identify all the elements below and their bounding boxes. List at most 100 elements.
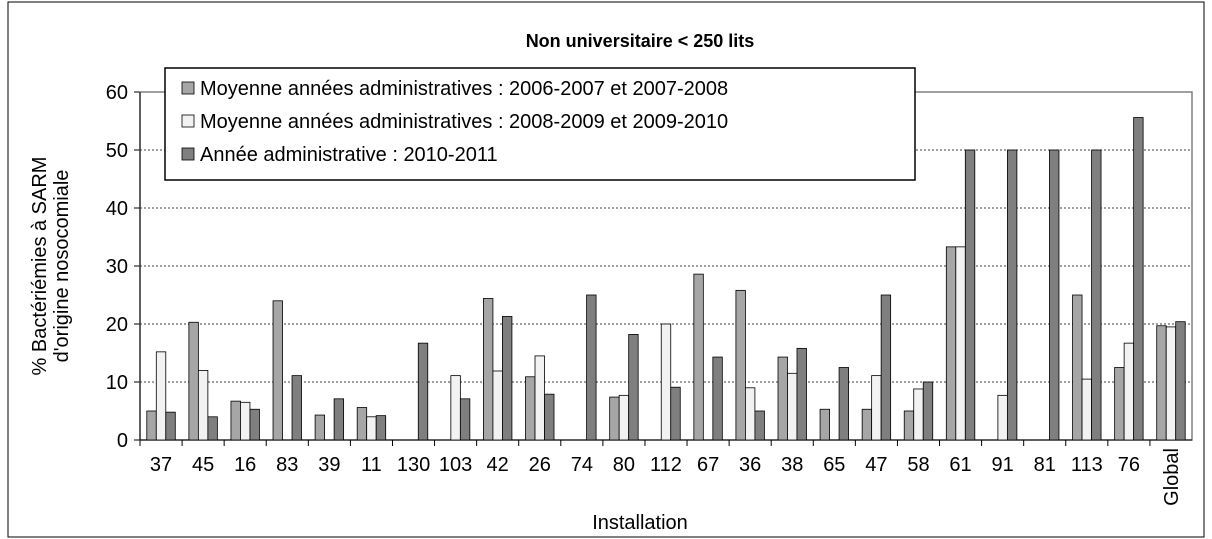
bar xyxy=(1133,117,1144,441)
bar xyxy=(670,386,681,441)
y-tick-label: 60 xyxy=(106,82,128,104)
legend-label: Année administrative : 2010-2011 xyxy=(200,144,498,166)
bar xyxy=(544,393,555,441)
x-tick-label: 39 xyxy=(318,454,340,476)
bar xyxy=(492,370,503,441)
x-tick-label: 37 xyxy=(150,454,172,476)
x-tick-label: 45 xyxy=(192,454,214,476)
bar xyxy=(197,369,209,441)
x-tick-label: 11 xyxy=(361,454,382,476)
x-tick-label: 42 xyxy=(487,454,509,476)
bar xyxy=(1114,367,1125,441)
bar xyxy=(375,415,387,441)
bar xyxy=(534,355,545,441)
x-tick-label: 16 xyxy=(234,454,256,476)
bar xyxy=(745,387,756,441)
x-tick-label: 83 xyxy=(276,454,298,476)
bar xyxy=(417,342,429,441)
bar xyxy=(871,375,882,441)
bar xyxy=(861,408,873,441)
legend-swatch xyxy=(181,147,195,161)
x-tick-label: 47 xyxy=(865,454,887,476)
bar xyxy=(796,347,807,441)
bar xyxy=(609,396,620,441)
bar xyxy=(502,316,513,441)
bar xyxy=(314,414,326,441)
bar xyxy=(1156,325,1167,441)
x-tick-label: 112 xyxy=(650,454,682,476)
y-tick-label: 0 xyxy=(117,430,128,452)
x-tick-label: 61 xyxy=(949,454,971,476)
x-tick-label: 103 xyxy=(439,454,472,476)
x-tick-label: 26 xyxy=(529,454,551,476)
y-axis-label-line: % Bactériémies à SARM xyxy=(29,157,51,376)
bar xyxy=(628,334,639,441)
x-tick-label: 36 xyxy=(739,454,761,476)
bar xyxy=(272,300,283,441)
bar xyxy=(660,323,672,441)
bar xyxy=(787,372,798,441)
bar xyxy=(1006,149,1018,441)
bar xyxy=(525,376,536,441)
y-tick-label: 40 xyxy=(106,198,128,220)
bar xyxy=(1175,321,1186,441)
bar xyxy=(459,398,471,441)
legend-swatch xyxy=(181,114,195,128)
bar xyxy=(586,294,597,441)
chart-title: Non universitaire < 250 lits xyxy=(526,31,755,51)
bar xyxy=(146,410,157,441)
bar xyxy=(693,273,704,441)
bar xyxy=(1165,326,1177,441)
bar xyxy=(838,367,849,441)
bar xyxy=(712,356,723,441)
bar xyxy=(230,400,241,441)
y-axis-label: % Bactériémies à SARM d'origine nosocomi… xyxy=(29,157,73,376)
legend-box xyxy=(164,67,916,181)
bar xyxy=(964,149,976,441)
bar xyxy=(291,375,302,441)
y-tick-label: 20 xyxy=(106,314,128,336)
x-tick-label: 80 xyxy=(613,454,635,476)
bar xyxy=(754,410,765,441)
bar xyxy=(1081,378,1092,441)
bar xyxy=(922,381,934,441)
bar xyxy=(735,289,746,441)
bar xyxy=(618,394,630,441)
bar xyxy=(955,246,966,441)
y-tick-label: 30 xyxy=(106,256,128,278)
y-tick-label: 50 xyxy=(106,140,128,162)
bar xyxy=(1091,149,1102,441)
bar xyxy=(1072,294,1083,441)
bar xyxy=(366,416,377,441)
bar xyxy=(1049,149,1060,441)
bar xyxy=(819,408,830,441)
bar xyxy=(155,351,167,441)
x-tick-label: 38 xyxy=(781,454,803,476)
bar xyxy=(240,401,251,441)
x-tick-label: 91 xyxy=(992,454,1014,476)
y-tick-label: 10 xyxy=(106,372,128,394)
legend-swatch xyxy=(181,81,195,95)
bar xyxy=(913,388,924,441)
bar xyxy=(880,294,892,441)
x-tick-label: 76 xyxy=(1118,454,1140,476)
bar xyxy=(997,394,1008,441)
bar xyxy=(450,375,461,441)
bar xyxy=(165,411,176,441)
bar xyxy=(356,407,368,441)
bar xyxy=(483,298,494,441)
x-tick-label: 58 xyxy=(907,454,929,476)
bar xyxy=(1123,342,1135,441)
bar xyxy=(207,416,218,441)
legend-label: Moyenne années administratives : 2008-20… xyxy=(200,111,728,133)
x-tick-label: 74 xyxy=(571,454,593,476)
bar xyxy=(945,246,957,441)
x-axis-label: Installation xyxy=(592,512,688,534)
legend: Moyenne années administratives : 2006-20… xyxy=(164,67,916,181)
x-tick-label: 67 xyxy=(697,454,719,476)
x-tick-label: 81 xyxy=(1034,454,1056,476)
x-tick-label: 65 xyxy=(823,454,845,476)
x-tick-label: Global xyxy=(1161,448,1183,506)
bar xyxy=(333,398,345,441)
